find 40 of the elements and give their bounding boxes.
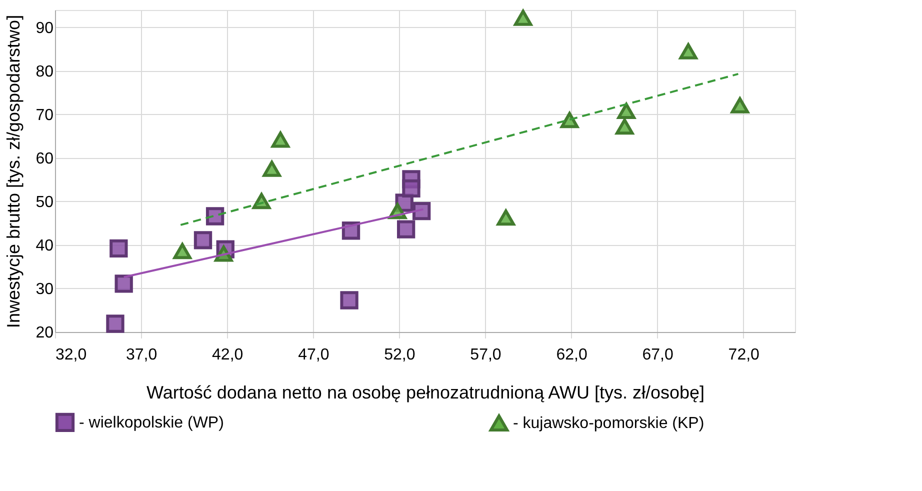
point [560, 112, 579, 128]
x-axis-title: Wartość dodana netto na osobę pełnozatrudnioną AWU [tys. zł/osobę] [146, 382, 704, 402]
y-tick-label: 50 [36, 194, 54, 211]
y-tick-label: 20 [36, 324, 54, 342]
point [514, 10, 532, 26]
point [173, 243, 192, 260]
y-tick-label: 60 [36, 150, 54, 168]
y-tick-label: 80 [36, 63, 54, 80]
y-axis-title: Inwestycje brutto [tys. zł/gospodarstwo] [4, 14, 24, 328]
x-tick-label: 72,0 [728, 346, 760, 364]
point [396, 220, 416, 238]
legend-label: - kujawsko-pomorskie (KP) [513, 415, 704, 432]
point [114, 274, 133, 293]
point [340, 291, 358, 310]
point [262, 160, 281, 177]
point [106, 314, 124, 333]
x-tick-label: 42,0 [212, 346, 244, 364]
point [110, 239, 128, 258]
x-tick-label: 62,0 [556, 346, 588, 364]
x-tick-label: 57,0 [470, 346, 502, 364]
y-tick-label: 40 [36, 237, 54, 254]
x-tick-label: 67,0 [642, 346, 674, 364]
y-tick-label: 30 [36, 280, 54, 298]
x-tick-label: 37,0 [126, 346, 158, 364]
x-tick-label: 52,0 [384, 346, 416, 364]
point [194, 231, 212, 250]
point [402, 179, 420, 198]
point [412, 202, 431, 220]
point [271, 132, 290, 148]
point [617, 102, 636, 120]
point [496, 209, 515, 226]
y-tick-label: 90 [36, 20, 54, 37]
x-tick-label: 32,0 [56, 346, 87, 364]
point [730, 97, 750, 114]
point [616, 118, 634, 135]
legend-label: - wielkopolskie (WP) [79, 414, 224, 432]
point [679, 43, 698, 60]
y-tick-label: 70 [36, 106, 54, 124]
point [206, 207, 224, 226]
x-tick-label: 47,0 [298, 346, 330, 364]
